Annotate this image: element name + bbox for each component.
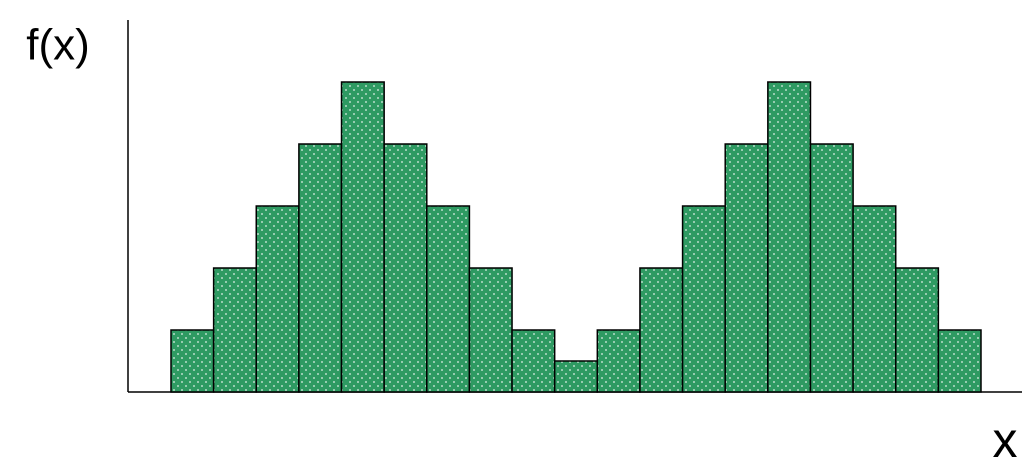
bar	[511, 329, 556, 393]
bar	[724, 143, 769, 393]
bar	[852, 205, 897, 393]
bar	[383, 143, 428, 393]
bar	[426, 205, 471, 393]
y-axis-label: f(x)	[26, 21, 90, 70]
bar	[170, 329, 215, 393]
bar	[255, 205, 300, 393]
bar	[894, 267, 940, 393]
bar	[767, 81, 812, 393]
bar	[553, 360, 599, 393]
bar	[596, 329, 641, 393]
bar	[681, 205, 726, 393]
x-axis-label: x	[993, 412, 1018, 466]
bar	[639, 267, 684, 393]
bar	[809, 143, 854, 393]
bar	[468, 267, 513, 393]
bar	[340, 81, 385, 393]
bar	[298, 143, 343, 393]
bar	[937, 329, 982, 393]
bar	[212, 267, 258, 393]
